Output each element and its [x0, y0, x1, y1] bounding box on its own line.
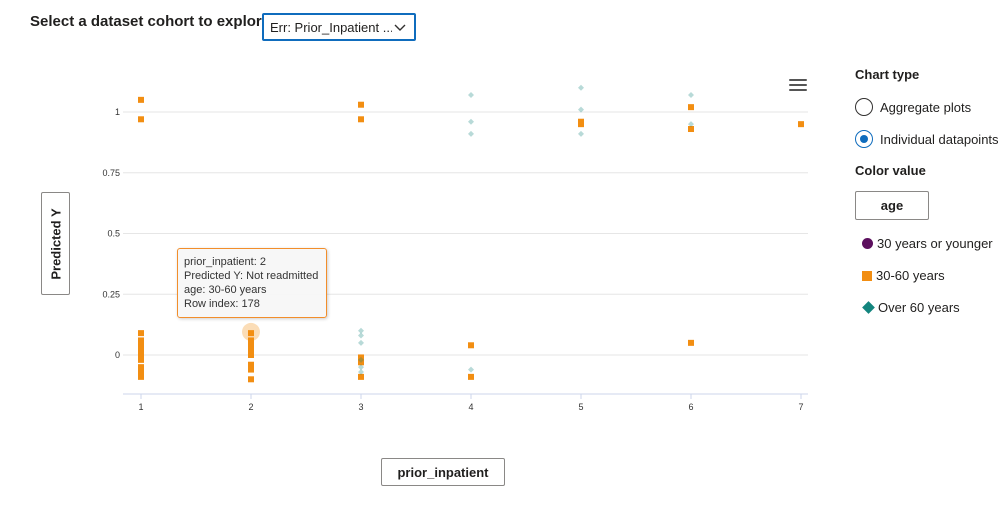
legend-circle-marker — [862, 238, 873, 249]
chevron-down-icon — [394, 24, 406, 31]
legend-diamond-marker — [862, 301, 875, 314]
data-point-square — [358, 354, 364, 361]
data-point-diamond — [468, 366, 474, 373]
data-point-square — [248, 347, 254, 354]
data-point-square — [248, 330, 254, 337]
data-point-square — [138, 373, 144, 380]
color-value-button[interactable]: age — [855, 191, 929, 220]
legend-item-30-60[interactable]: 30-60 years — [862, 268, 945, 283]
data-point-diamond — [358, 339, 364, 346]
tooltip-line: Predicted Y: Not readmitted — [184, 270, 319, 282]
x-tick-label: 4 — [468, 402, 473, 412]
data-point-square — [248, 376, 254, 383]
data-point-diamond — [578, 130, 584, 137]
data-point-square — [358, 373, 364, 380]
data-point-diamond — [358, 369, 364, 376]
data-point-diamond — [358, 332, 364, 339]
legend-label: Over 60 years — [878, 300, 960, 315]
radio-circle-selected — [855, 130, 873, 148]
x-tick-label: 5 — [578, 402, 583, 412]
data-point-square — [138, 356, 144, 363]
legend-label: 30 years or younger — [877, 236, 993, 251]
data-point-square — [468, 373, 474, 380]
cohort-label: Select a dataset cohort to explore — [30, 13, 271, 30]
x-tick-label: 1 — [138, 402, 143, 412]
data-point-square — [138, 369, 144, 376]
data-point-square — [248, 342, 254, 349]
scatter-chart: 0 0.25 0.5 0.75 1 1 2 3 4 5 6 7 — [102, 84, 808, 412]
data-point-square — [138, 347, 144, 354]
data-point-square — [248, 361, 254, 368]
data-point-square — [138, 337, 144, 344]
y-tick-label: 1 — [115, 107, 120, 117]
data-point-square — [138, 96, 144, 103]
legend-square-marker — [862, 270, 872, 281]
x-tick-label: 2 — [248, 402, 253, 412]
data-point-square — [138, 342, 144, 349]
hamburger-menu-icon[interactable] — [789, 79, 807, 93]
tooltip-line: prior_inpatient: 2 — [184, 256, 266, 268]
data-point-square — [358, 101, 364, 108]
tooltip-line: age: 30-60 years — [184, 284, 267, 296]
y-tick-label: 0.5 — [107, 229, 120, 239]
data-point-square — [138, 352, 144, 358]
x-tick-label: 6 — [688, 402, 693, 412]
data-point-diamond — [358, 356, 364, 363]
radio-circle — [855, 98, 873, 116]
data-point-square — [138, 116, 144, 123]
x-tick-label: 7 — [798, 402, 803, 412]
data-point-square — [358, 116, 364, 123]
data-point-square — [798, 121, 804, 128]
data-point-diamond — [468, 118, 474, 125]
data-point-diamond — [358, 327, 364, 334]
x-axis-selector-button[interactable]: prior_inpatient — [381, 458, 505, 486]
legend-item-over-60[interactable]: Over 60 years — [862, 300, 960, 315]
point-tooltip: prior_inpatient: 2 Predicted Y: Not read… — [177, 248, 327, 318]
data-point-diamond — [578, 84, 584, 91]
data-point-square — [138, 364, 144, 371]
color-value-title: Color value — [855, 163, 926, 178]
data-point-square — [138, 330, 144, 337]
data-point-diamond — [468, 130, 474, 137]
tooltip-line: Row index: 178 — [184, 298, 260, 310]
data-point-square — [248, 337, 254, 344]
radio-label: Aggregate plots — [880, 99, 972, 115]
data-point-diamond — [468, 91, 474, 98]
radio-label: Individual datapoints — [880, 131, 999, 147]
data-point-square — [358, 359, 364, 366]
data-point-square — [248, 366, 254, 373]
y-tick-label: 0.75 — [102, 168, 120, 178]
legend-item-30-or-younger[interactable]: 30 years or younger — [862, 236, 993, 251]
data-point-square — [688, 104, 694, 111]
data-point-square — [468, 342, 474, 349]
radio-aggregate-plots[interactable]: Aggregate plots — [855, 98, 971, 116]
data-point-square — [578, 121, 584, 128]
legend-label: 30-60 years — [876, 268, 945, 283]
y-axis-selector-button[interactable]: Predicted Y — [41, 192, 70, 295]
y-tick-label: 0.25 — [102, 289, 120, 299]
data-point-diamond — [358, 364, 364, 371]
chart-type-title: Chart type — [855, 67, 920, 82]
y-tick-label: 0 — [115, 350, 120, 360]
data-point-diamond — [578, 106, 584, 113]
data-point-diamond — [688, 121, 694, 128]
y-axis-label: Predicted Y — [48, 207, 63, 280]
data-point-square — [248, 352, 254, 358]
data-point-square — [688, 339, 694, 346]
data-point-square — [688, 126, 694, 133]
radio-individual-datapoints[interactable]: Individual datapoints — [855, 130, 999, 148]
cohort-dropdown[interactable]: Err: Prior_Inpatient ... — [262, 13, 416, 41]
cohort-dropdown-value: Err: Prior_Inpatient ... — [270, 19, 392, 35]
data-point-diamond — [688, 91, 694, 98]
x-tick-label: 3 — [358, 402, 363, 412]
